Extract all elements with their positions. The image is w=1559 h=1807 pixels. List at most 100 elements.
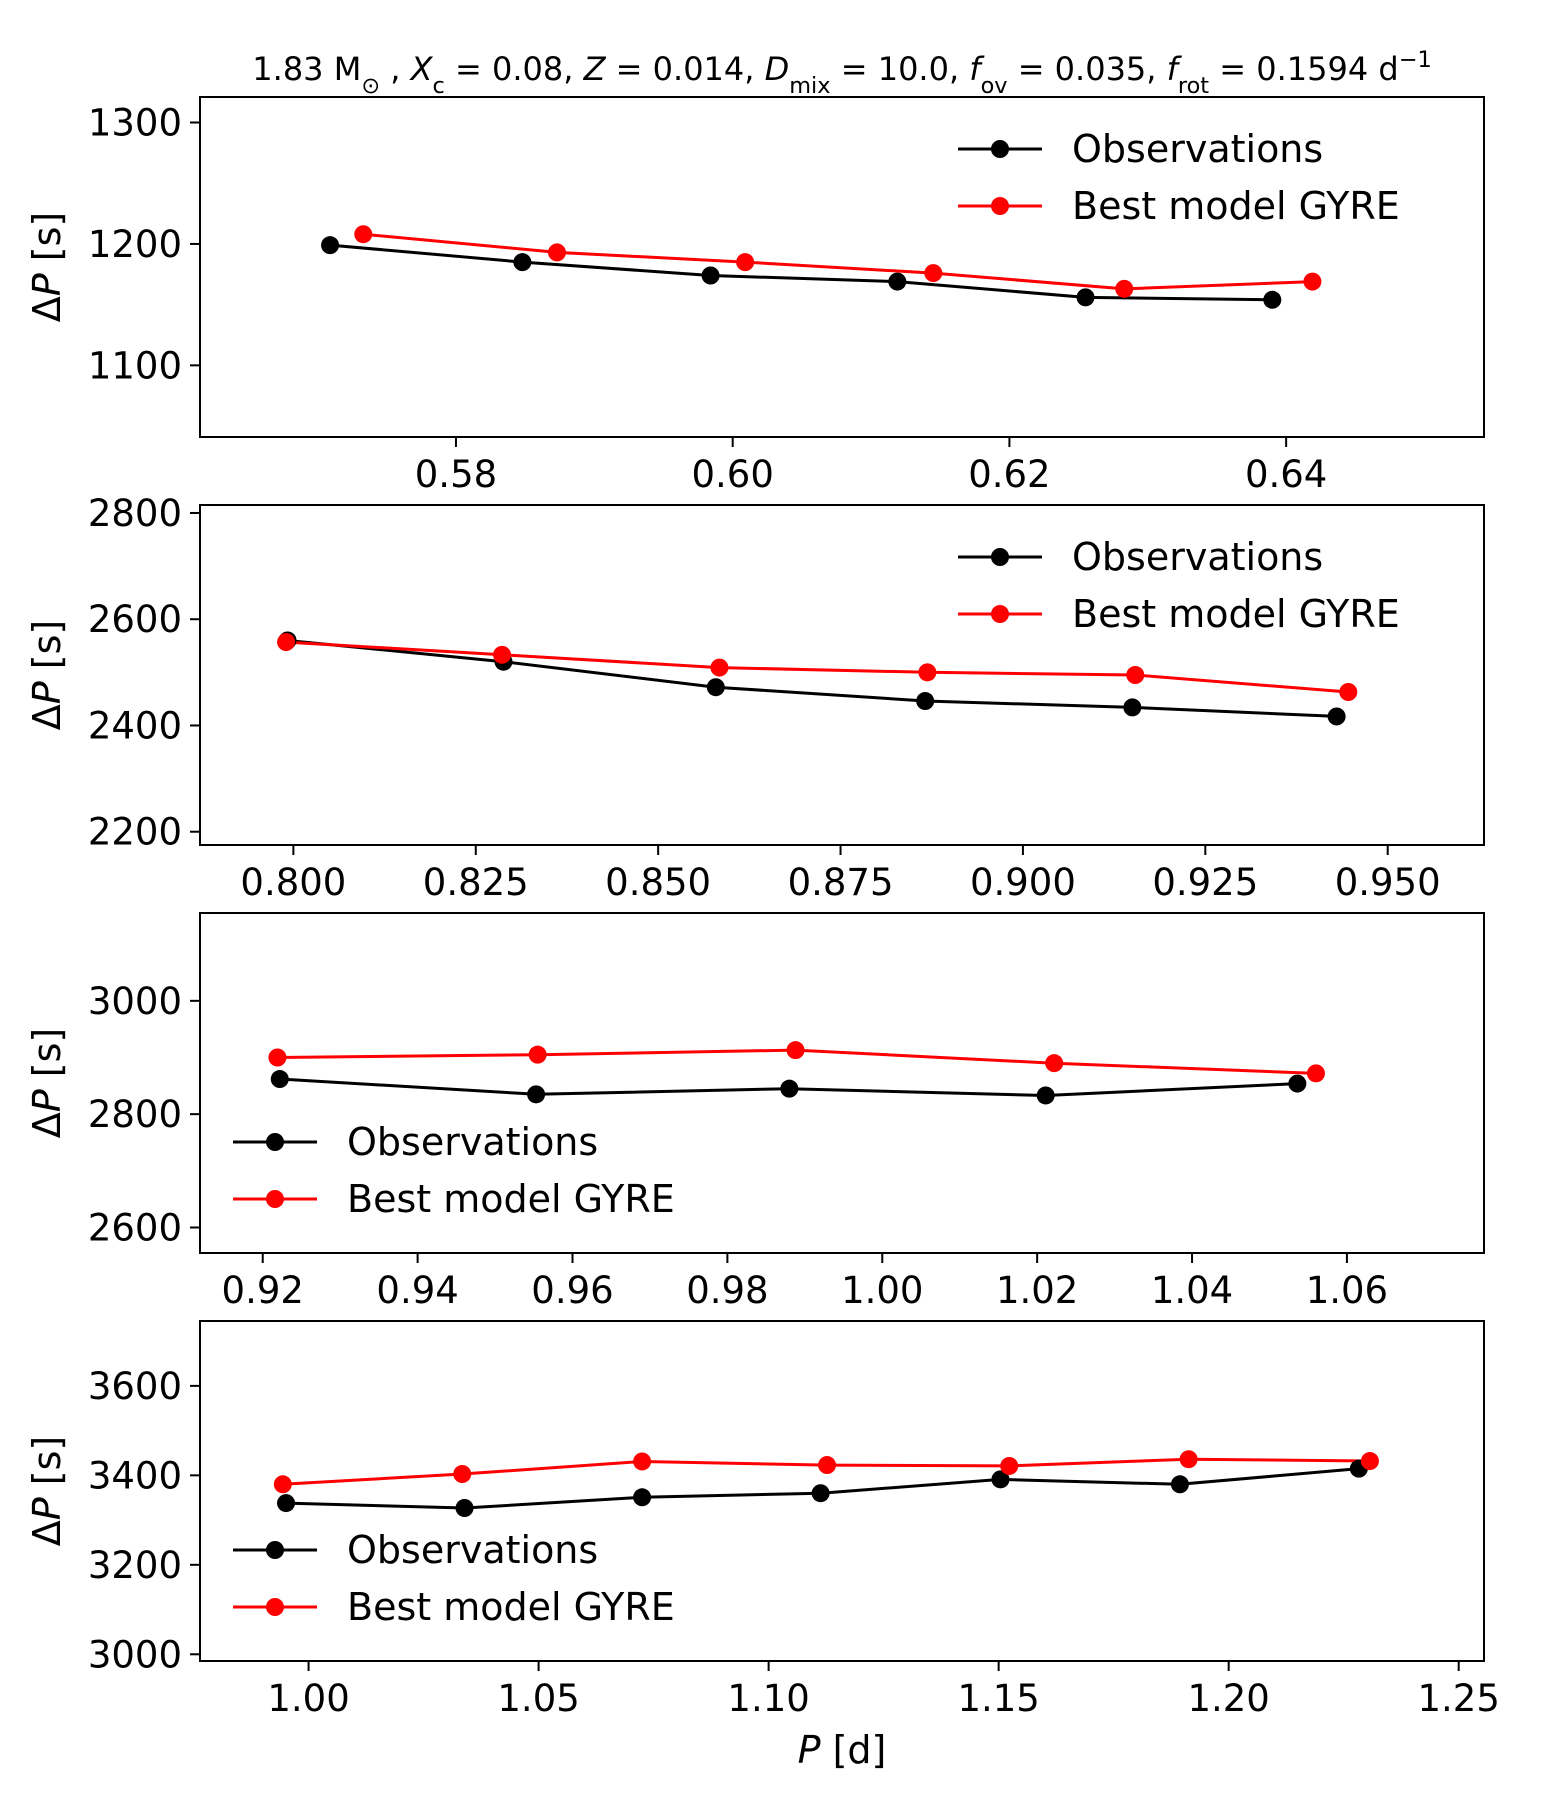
legend-label: Observations (347, 1528, 598, 1572)
legend-marker (266, 1133, 284, 1151)
data-point-model (924, 264, 943, 283)
data-point-model (1339, 683, 1358, 701)
x-tick-label: 0.94 (376, 1269, 458, 1312)
legend-marker (266, 1190, 284, 1208)
figure-title: 1.83 M⊙ , Xc = 0.08, Z = 0.014, Dmix = 1… (252, 47, 1431, 99)
axes-frame (199, 1320, 1485, 1662)
axes-frame (199, 96, 1485, 438)
y-tick-label: 2800 (88, 1093, 182, 1136)
chart-panel-1: 0.58 0.60 0.62 0.64 1100 1200 1300 ΔP [s] Observ… (25, 96, 1485, 496)
data-point-observations (1170, 1475, 1189, 1494)
x-tick-label: 0.98 (686, 1269, 768, 1312)
x-tick-label: 1.06 (1306, 1269, 1388, 1312)
x-tick-label: 0.62 (968, 453, 1050, 496)
data-point-model (918, 663, 937, 682)
legend-label: Best model GYRE (1072, 592, 1400, 636)
legend-label: Best model GYRE (347, 1585, 675, 1629)
data-point-model (633, 1452, 652, 1471)
data-point-model (736, 253, 755, 272)
x-tick-label: 0.58 (415, 453, 497, 496)
data-point-model (1115, 279, 1134, 298)
data-point-model (453, 1465, 472, 1483)
data-point-model (354, 225, 373, 244)
data-point-model (1045, 1054, 1064, 1073)
axes-frame (199, 504, 1485, 846)
x-tick-label: 1.15 (957, 1677, 1039, 1720)
data-point-model (786, 1041, 805, 1060)
y-tick-label: 2600 (88, 598, 182, 641)
data-point-observations (1036, 1086, 1055, 1105)
legend-marker (991, 197, 1009, 215)
y-tick-label: 2800 (88, 492, 182, 535)
x-tick-label: 0.800 (240, 861, 346, 904)
panels: 0.58 0.60 0.62 0.64 1100 1200 1300 ΔP [s] Observ… (25, 96, 1500, 1720)
legend-label: Observations (1072, 535, 1323, 579)
legend: Observations Best model GYRE (958, 127, 1400, 228)
y-tick-label: 3600 (88, 1365, 182, 1408)
x-tick-label: 1.10 (727, 1677, 809, 1720)
x-axis-label: P [d] (798, 1728, 887, 1772)
legend: Observations Best model GYRE (233, 1120, 675, 1221)
legend-label: Best model GYRE (1072, 184, 1400, 228)
x-tick-label: 0.825 (423, 861, 529, 904)
data-point-observations (706, 678, 725, 697)
y-tick-label: 1100 (88, 344, 182, 387)
data-point-model (1126, 666, 1145, 684)
data-point-observations (277, 1494, 296, 1513)
data-point-observations (455, 1499, 474, 1517)
y-tick-label: 3000 (88, 1633, 182, 1676)
data-point-model (1303, 272, 1322, 291)
x-tick-label: 0.96 (531, 1269, 613, 1312)
x-tick-label: 0.60 (691, 453, 773, 496)
data-point-model (493, 645, 512, 664)
chart-panel-3: 0.92 0.94 0.96 0.98 1.00 1.02 1.04 1.06 2600 2800… (25, 912, 1485, 1312)
y-tick-label: 3200 (88, 1544, 182, 1587)
data-point-model (818, 1456, 837, 1475)
data-point-observations (633, 1488, 652, 1507)
data-point-observations (1123, 698, 1142, 717)
data-point-model (1360, 1452, 1379, 1471)
series-line-observations (287, 639, 1337, 718)
data-point-model (277, 633, 296, 652)
x-tick-label: 1.25 (1418, 1677, 1500, 1720)
legend-marker (991, 605, 1009, 623)
data-point-model (1179, 1450, 1198, 1469)
y-tick-label: 1300 (88, 102, 182, 145)
data-point-model (268, 1048, 287, 1067)
legend-marker (991, 548, 1009, 566)
x-tick-label: 0.900 (970, 861, 1076, 904)
chart-panel-2: 0.800 0.825 0.850 0.875 0.900 0.925 0.950 2200 2… (25, 492, 1485, 904)
y-axis-label: ΔP [s] (25, 620, 69, 730)
data-point-observations (513, 253, 532, 272)
legend-marker (991, 140, 1009, 158)
legend-label: Best model GYRE (347, 1177, 675, 1221)
data-point-model (273, 1475, 292, 1494)
data-point-observations (1263, 290, 1282, 309)
data-point-observations (1288, 1074, 1307, 1093)
y-tick-label: 3000 (88, 980, 182, 1023)
data-point-observations (991, 1470, 1010, 1489)
legend-marker (266, 1541, 284, 1559)
series-line-model (363, 232, 1313, 291)
data-point-model (547, 243, 566, 262)
data-point-observations (780, 1079, 799, 1098)
data-point-observations (321, 236, 340, 255)
x-tick-label: 0.64 (1245, 453, 1327, 496)
data-point-observations (527, 1085, 546, 1104)
data-point-model (710, 658, 729, 677)
y-tick-label: 2200 (88, 811, 182, 854)
y-axis-label: ΔP [s] (25, 212, 69, 322)
legend: Observations Best model GYRE (233, 1528, 675, 1629)
y-axis-label: ΔP [s] (25, 1436, 69, 1546)
legend-marker (266, 1598, 284, 1616)
x-tick-label: 1.05 (497, 1677, 579, 1720)
x-tick-label: 0.950 (1335, 861, 1441, 904)
chart-panel-4: 1.00 1.05 1.10 1.15 1.20 1.25 3000 3200 3400 3600… (25, 1320, 1500, 1720)
x-tick-label: 0.875 (788, 861, 894, 904)
data-point-observations (1327, 707, 1346, 726)
series-line-observations (329, 243, 1273, 302)
x-tick-label: 1.00 (841, 1269, 923, 1312)
x-tick-label: 1.04 (1151, 1269, 1233, 1312)
y-tick-label: 3400 (88, 1454, 182, 1497)
